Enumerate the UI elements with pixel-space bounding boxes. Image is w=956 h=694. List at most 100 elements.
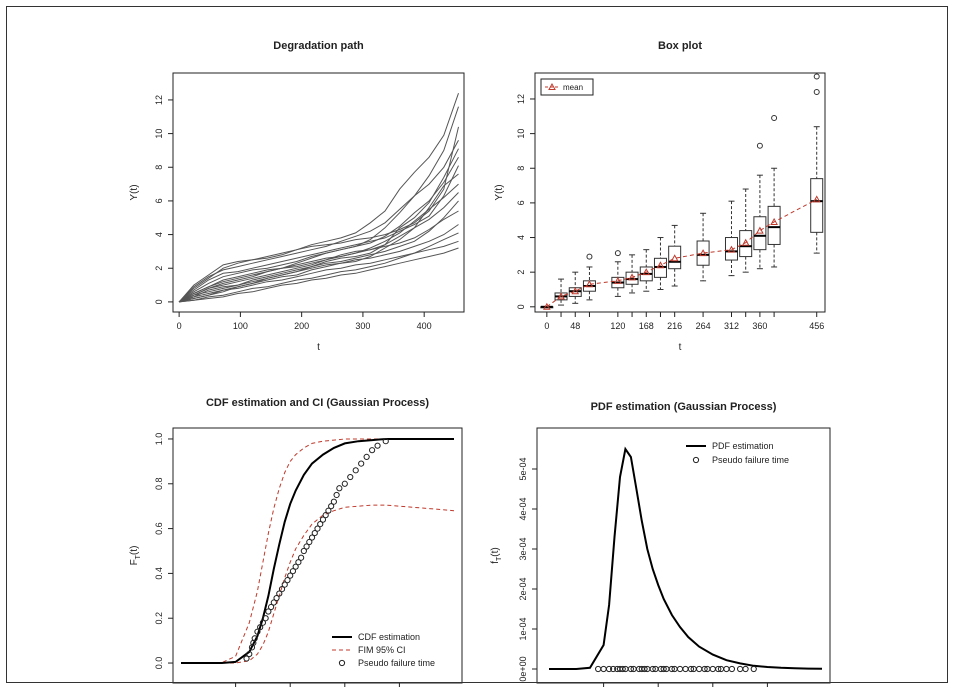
y-tick-label-5: 5e-04: [518, 457, 528, 480]
pseudo-failure-point: [319, 516, 327, 523]
pseudo-failure-point: [660, 665, 667, 673]
y-tick-label-0: 0e+00: [518, 656, 528, 681]
plot-box-degradation: [172, 72, 465, 313]
mean-marker: [770, 217, 778, 225]
mean-marker: [727, 245, 736, 253]
chart-title-degradation: Degradation path: [273, 40, 364, 52]
mean-marker: [571, 287, 580, 295]
pseudo-failure-point: [610, 665, 617, 673]
pseudo-failure-point: [303, 543, 310, 550]
pseudo-failure-point: [298, 554, 305, 561]
pseudo-failure-point: [251, 635, 258, 642]
mean-marker: [585, 280, 594, 288]
degradation-path-7: [178, 173, 459, 303]
pseudo-failure-point: [314, 525, 321, 532]
pseudo-failure-point: [619, 665, 626, 673]
pseudo-failure-point: [292, 563, 299, 570]
pseudo-failure-point: [333, 491, 340, 499]
pseudo-failure-point: [322, 512, 329, 519]
mean-marker: [557, 292, 565, 300]
mean-marker: [812, 195, 821, 203]
pseudo-failure-point: [347, 473, 354, 481]
pseudo-failure-point: [715, 665, 722, 673]
y-tick-label-10: 10: [154, 129, 164, 139]
x-tick-label-0: 0: [177, 321, 182, 331]
chart-title-pdf: PDF estimation (Gaussian Process): [591, 401, 777, 413]
pseudo-failure-point: [270, 599, 277, 606]
degradation-path-5: [178, 165, 459, 303]
pseudo-failure-point: [750, 665, 757, 673]
legend-label-pdf: PDF estimation: [712, 441, 774, 451]
y-tick-label-10: 10: [516, 129, 526, 139]
ci-lower-line: [181, 504, 455, 664]
pseudo-failure-point: [287, 572, 294, 579]
x-tick-label-216: 216: [667, 321, 682, 331]
pseudo-failure-point: [308, 534, 316, 541]
y-tick-label-4: 4e-04: [518, 497, 528, 520]
y-axis-label-boxplot: Y(t): [494, 184, 505, 200]
pseudo-failure-point: [687, 665, 695, 673]
pseudo-failure-point: [284, 577, 291, 584]
pseudo-failure-point: [246, 650, 253, 658]
x-tick-label-168: 168: [639, 321, 654, 331]
ci-upper-line: [181, 438, 454, 664]
degradation-path-16: [178, 210, 459, 303]
pseudo-failure-point: [295, 559, 302, 566]
pseudo-failure-point: [278, 585, 286, 593]
legend-pseudo-marker: [692, 456, 700, 464]
plot-box-cdf: [172, 427, 463, 684]
legend-label-mean: mean: [563, 83, 583, 92]
y-tick-label-3: 3e-04: [518, 537, 528, 560]
y-tick-label-6: 6: [516, 200, 526, 205]
pseudo-failure-point: [728, 665, 736, 673]
y-tick-label-0.2: 0.2: [154, 612, 164, 625]
box-outlier: [771, 115, 778, 122]
box-iqr: [696, 240, 710, 266]
y-tick-label-2: 2: [516, 270, 526, 275]
pseudo-failure-point: [306, 538, 313, 546]
legend-label-pseudo: Pseudo failure time: [358, 658, 435, 668]
chart-title-boxplot: Box plot: [658, 40, 702, 52]
y-tick-label-0: 0: [154, 299, 164, 304]
pseudo-failure-point: [369, 447, 376, 454]
y-tick-label-2: 2e-04: [518, 577, 528, 600]
x-tick-label-300: 300: [355, 321, 370, 331]
y-axis-label-degradation: Y(t): [129, 184, 140, 200]
y-tick-label-0.6: 0.6: [154, 522, 164, 535]
pseudo-failure-point: [267, 603, 275, 611]
x-axis-label-degradation: t: [317, 342, 320, 353]
pseudo-failure-point: [641, 665, 648, 673]
box-outlier: [614, 250, 621, 257]
plot-box-boxplot: [534, 72, 826, 313]
mean-marker: [656, 261, 665, 269]
pseudo-failure-point: [330, 498, 337, 505]
pseudo-failure-point: [352, 467, 359, 474]
legend-label-pseudo: Pseudo failure time: [712, 455, 789, 465]
pseudo-failure-point: [289, 568, 297, 575]
pseudo-failure-point: [311, 529, 318, 537]
legend-mean-marker: [548, 82, 556, 90]
pseudo-failure-point: [257, 624, 264, 631]
y-tick-label-1: 1e-04: [518, 617, 528, 640]
x-tick-label-312: 312: [724, 321, 739, 331]
degradation-path-11: [178, 156, 459, 303]
y-tick-label-12: 12: [154, 95, 164, 105]
mean-marker: [642, 268, 651, 276]
mean-line: [546, 198, 817, 308]
pseudo-failure-point: [341, 480, 348, 487]
pseudo-failure-point: [605, 665, 613, 673]
pseudo-failure-point: [742, 665, 749, 673]
pseudo-failure-point: [317, 521, 324, 528]
x-tick-label-200: 200: [294, 321, 309, 331]
pseudo-failure-point: [243, 655, 250, 662]
mean-marker: [741, 238, 750, 246]
plot-box-pdf: [536, 427, 831, 684]
x-tick-label-120: 120: [610, 321, 625, 331]
y-tick-label-2: 2: [154, 266, 164, 271]
y-tick-label-6: 6: [154, 198, 164, 203]
figure-frame: [6, 6, 948, 683]
x-axis-label-boxplot: t: [679, 342, 682, 353]
pseudo-failure-point: [254, 628, 261, 635]
degradation-path-15: [178, 140, 459, 303]
pseudo-failure-point: [259, 619, 266, 626]
